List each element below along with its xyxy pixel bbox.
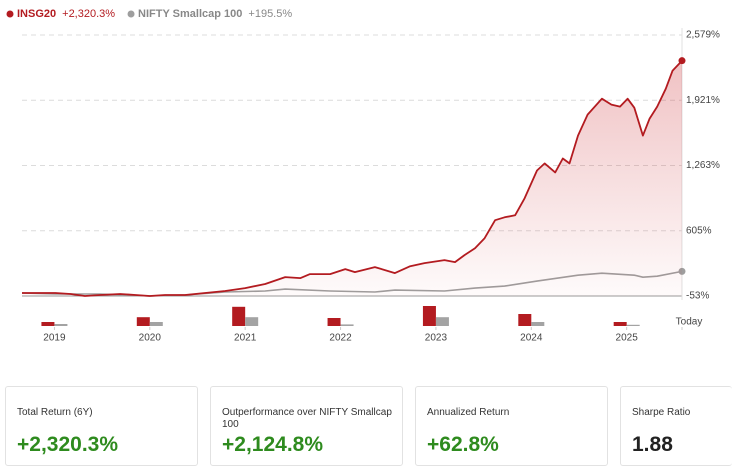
annual-bar xyxy=(327,318,341,326)
y-tick-label: -53% xyxy=(686,291,709,302)
legend-name: NIFTY Smallcap 100 xyxy=(138,8,242,20)
card-label: Annualized Return xyxy=(427,407,510,418)
card-label: Sharpe Ratio xyxy=(632,407,691,418)
annual-bar xyxy=(518,314,532,326)
legend-value: +195.5% xyxy=(248,8,292,20)
card-value: +62.8% xyxy=(427,433,499,456)
y-tick-label: 1,263% xyxy=(686,160,720,171)
card: Sharpe Ratio 1.88 xyxy=(620,386,732,466)
card-label: Total Return (6Y) xyxy=(17,407,93,418)
series-line xyxy=(22,60,683,297)
x-tick-label: 2021 xyxy=(234,333,257,344)
legend-marker xyxy=(127,10,135,18)
annual-bar xyxy=(626,324,640,326)
x-tick-label: 2022 xyxy=(329,333,352,344)
x-tick-label: Today xyxy=(676,317,703,328)
x-tick-label: 2025 xyxy=(616,333,639,344)
x-tick-label: 2020 xyxy=(139,333,162,344)
card-value: 1.88 xyxy=(632,433,673,456)
annual-bar xyxy=(613,322,627,326)
annual-bar xyxy=(149,322,163,326)
x-tick-label: 2023 xyxy=(425,333,448,344)
legend-value: +2,320.3% xyxy=(62,8,115,20)
annual-bar xyxy=(232,306,246,326)
annual-bar xyxy=(435,317,449,326)
x-tick-label: 2019 xyxy=(43,333,66,344)
legend-name: INSG20 xyxy=(17,8,56,20)
end-dot xyxy=(678,57,686,65)
card-label: Outperformance over NIFTY Smallcap 100 xyxy=(222,407,392,430)
annual-bar xyxy=(54,324,68,326)
legend-marker xyxy=(6,10,14,18)
annual-bar xyxy=(531,322,545,326)
y-tick-label: 605% xyxy=(686,225,712,236)
annual-bar xyxy=(41,322,55,326)
y-tick-label: 2,579% xyxy=(686,30,720,41)
annual-bar xyxy=(245,317,259,326)
card: Total Return (6Y) +2,320.3% xyxy=(5,386,198,466)
annual-bar xyxy=(136,317,150,326)
annual-bar xyxy=(340,324,354,326)
area xyxy=(22,60,682,297)
card: Outperformance over NIFTY Smallcap 100 +… xyxy=(210,386,403,466)
annual-bar xyxy=(422,306,436,326)
y-tick-label: 1,921% xyxy=(686,95,720,106)
card-value: +2,320.3% xyxy=(17,433,119,456)
x-tick-label: 2024 xyxy=(520,333,543,344)
chart: INSG20 +2,320.3% NIFTY Smallcap 100 +195.5%… xyxy=(6,8,720,344)
card-value: +2,124.8% xyxy=(222,433,324,456)
card: Annualized Return +62.8% xyxy=(415,386,608,466)
